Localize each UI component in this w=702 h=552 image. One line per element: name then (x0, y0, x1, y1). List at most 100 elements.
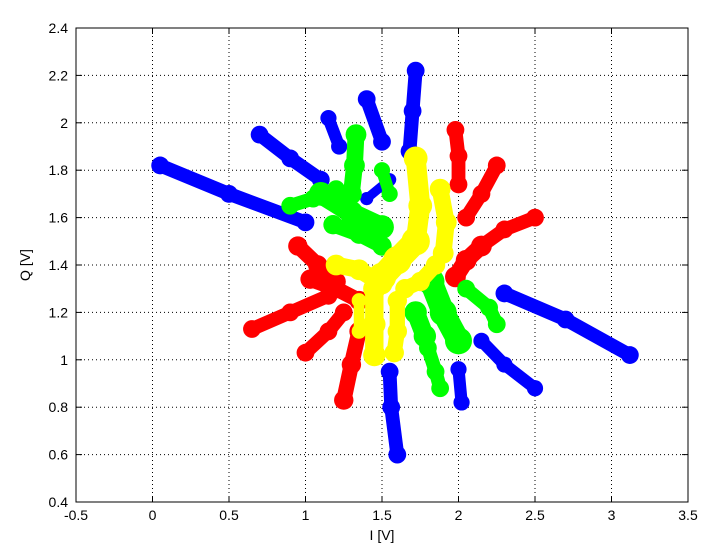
data-point (341, 354, 362, 375)
data-point (325, 254, 347, 276)
data-point (487, 156, 506, 175)
data-point (429, 178, 451, 200)
x-tick-label: 3 (608, 507, 616, 523)
data-point (250, 125, 269, 144)
data-point (151, 156, 170, 175)
data-point (495, 220, 514, 239)
series-1 (243, 121, 544, 410)
data-point (480, 298, 498, 317)
data-point (370, 215, 394, 239)
series-3 (325, 146, 457, 367)
data-point (450, 361, 467, 378)
data-point (406, 61, 425, 80)
data-point (348, 259, 370, 281)
data-point (357, 90, 376, 108)
y-tick-label: 1 (60, 352, 68, 368)
y-tick-label: 0.6 (49, 447, 69, 463)
data-point (384, 342, 404, 363)
data-point (373, 162, 391, 179)
y-tick-label: 1.2 (49, 304, 69, 320)
data-point (373, 132, 391, 151)
axis-ticks (75, 27, 689, 503)
data-point (487, 315, 506, 334)
data-point (473, 332, 490, 349)
x-tick-label: 2 (455, 507, 463, 523)
data-point (388, 445, 407, 464)
data-point (281, 303, 300, 322)
data-point (449, 147, 468, 165)
data-point (382, 398, 401, 417)
data-point (308, 182, 333, 206)
data-point (381, 185, 398, 202)
y-tick-label: 2.2 (49, 67, 69, 83)
y-tick-labels: 0.4 0.6 0.8 1 1.2 1.4 1.6 1.8 2 2.2 2.4 (49, 20, 69, 510)
y-tick-label: 1.8 (49, 162, 69, 178)
data-point (281, 149, 300, 168)
x-tick-label: 2.5 (525, 507, 545, 523)
data-point (429, 298, 457, 326)
x-tick-label: 0 (149, 507, 157, 523)
data-point (410, 271, 430, 292)
data-point (401, 227, 430, 256)
data-point (363, 313, 386, 336)
data-point (395, 279, 415, 299)
data-point (445, 327, 472, 355)
data-point (334, 390, 354, 410)
data-point (495, 284, 514, 303)
x-tick-label: -0.5 (64, 507, 88, 523)
data-point (351, 323, 367, 339)
data-point (457, 208, 476, 227)
data-point (326, 279, 346, 299)
data-point (380, 362, 399, 381)
x-tick-label: 1 (302, 507, 310, 523)
y-tick-label: 0.4 (49, 494, 69, 510)
data-point (408, 193, 433, 218)
data-point (281, 196, 300, 215)
data-point (471, 235, 492, 257)
data-point (308, 255, 328, 275)
data-point (320, 109, 337, 127)
data-point (339, 200, 364, 225)
data-point (435, 211, 457, 233)
y-tick-label: 2.4 (49, 20, 69, 36)
y-tick-label: 2 (60, 115, 68, 131)
data-points (151, 61, 639, 464)
data-point (345, 124, 367, 146)
data-point (413, 324, 437, 348)
y-tick-label: 1.4 (49, 257, 69, 273)
x-tick-labels: -0.5 0 0.5 1 1.5 2 2.5 3 3.5 (64, 507, 698, 523)
data-point (526, 380, 544, 397)
data-point (453, 394, 470, 411)
data-point (363, 343, 386, 367)
data-point (449, 175, 468, 194)
data-point (425, 255, 446, 275)
data-point (472, 185, 491, 203)
data-point (323, 215, 343, 235)
y-tick-label: 0.8 (49, 399, 69, 415)
data-point (363, 277, 386, 300)
x-tick-label: 1.5 (372, 507, 392, 523)
data-point (404, 301, 427, 324)
data-point (331, 138, 348, 155)
data-point (349, 224, 369, 244)
data-point (446, 121, 465, 139)
x-tick-label: 3.5 (678, 507, 698, 523)
data-point (496, 356, 513, 373)
data-point (457, 279, 476, 298)
series-0 (151, 61, 639, 464)
data-point (296, 213, 315, 232)
data-point (300, 269, 320, 289)
data-point (403, 146, 428, 171)
data-point (344, 155, 365, 176)
data-point (620, 346, 639, 364)
x-tick-label: 0.5 (219, 507, 239, 523)
data-point (360, 192, 374, 206)
data-point (319, 322, 338, 341)
data-point (387, 321, 407, 342)
data-point (220, 185, 238, 203)
data-point (243, 320, 261, 338)
data-point (351, 293, 367, 308)
data-point (296, 343, 315, 362)
data-point (334, 303, 353, 322)
y-axis-label: Q [V] (17, 249, 33, 281)
